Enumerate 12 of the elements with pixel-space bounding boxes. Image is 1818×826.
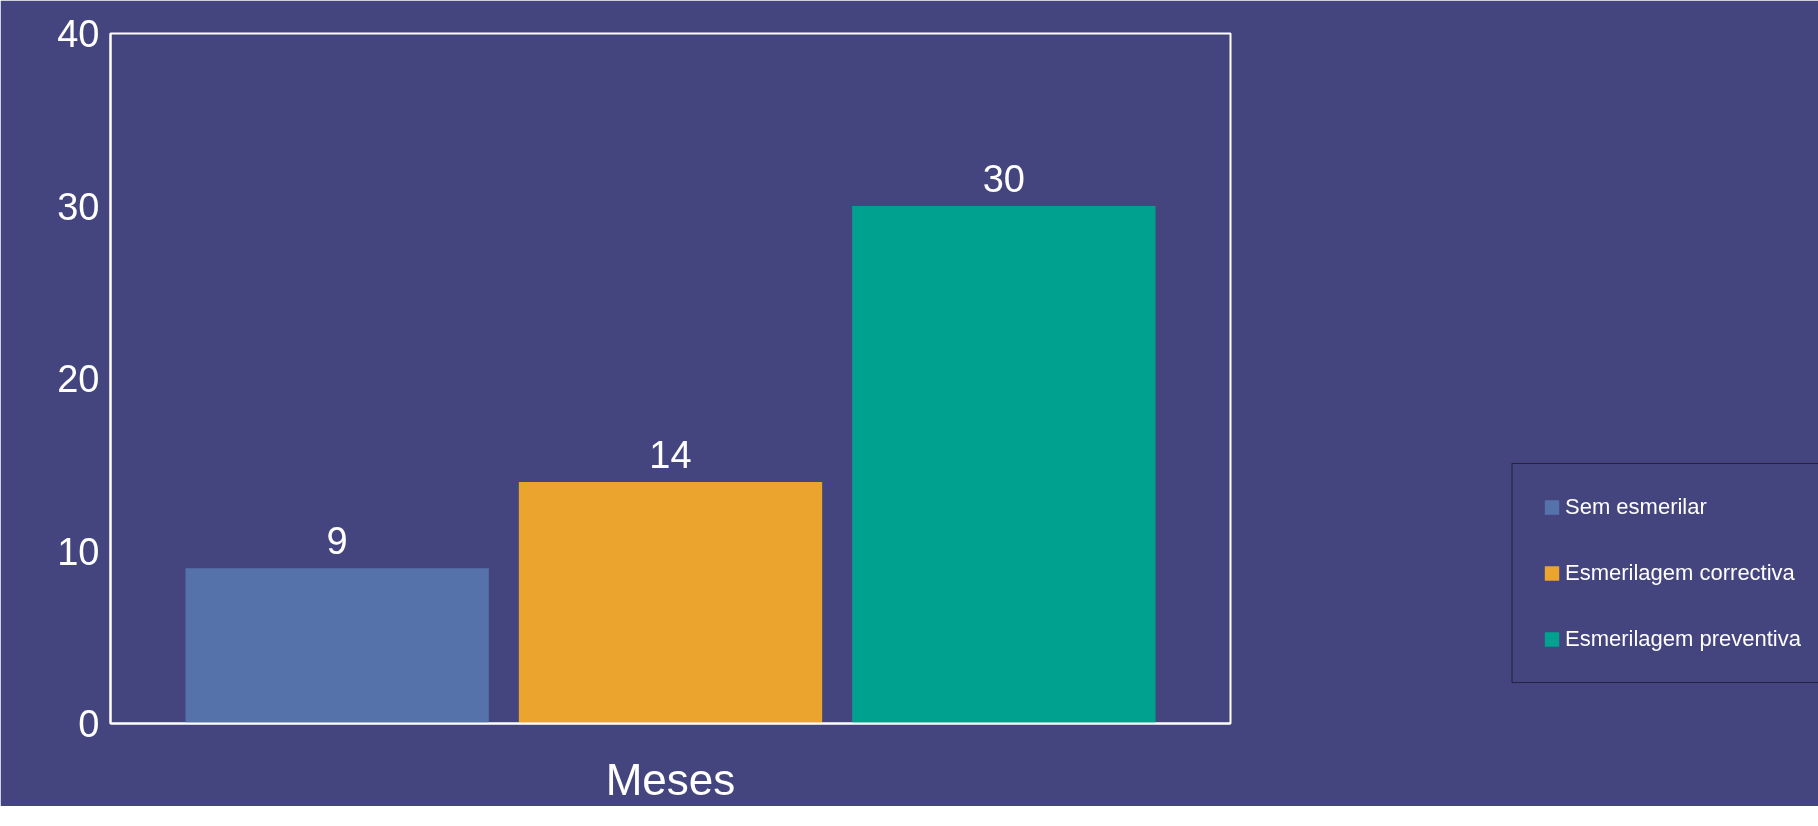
data-label: 14 (649, 434, 692, 476)
y-tick-label: 10 (57, 530, 100, 573)
data-label: 9 (326, 520, 348, 563)
x-axis-title: Meses (605, 754, 736, 804)
data-label: 30 (982, 158, 1025, 200)
y-tick-label: 40 (57, 13, 100, 55)
y-tick-label: 30 (57, 185, 100, 228)
y-tick-label: 0 (78, 703, 100, 745)
legend-label: Esmerilagem preventiva (1565, 626, 1801, 652)
legend-label: Esmerilagem correctiva (1565, 560, 1795, 586)
legend-label: Sem esmerilar (1565, 494, 1707, 520)
y-tick-label: 20 (57, 358, 100, 400)
